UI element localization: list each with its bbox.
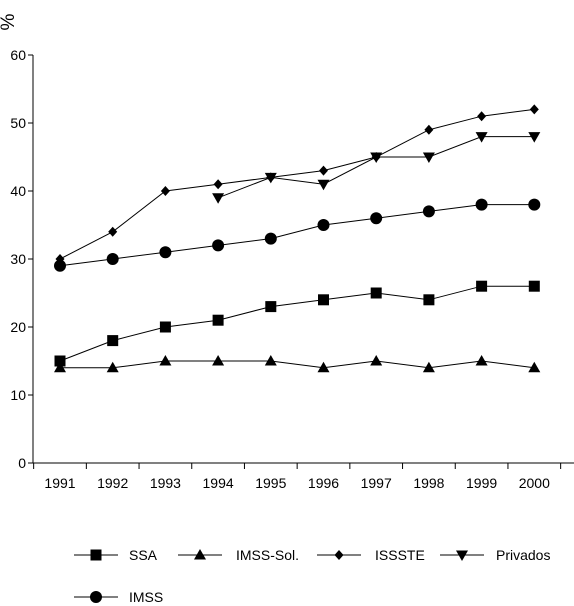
data-point-imss	[422, 205, 435, 218]
x-tick-label: 1996	[308, 475, 339, 491]
x-tick-label: 1993	[150, 475, 181, 491]
data-point-issste	[213, 179, 223, 190]
legend-label: SSA	[129, 547, 158, 563]
data-point-privados	[370, 152, 383, 163]
series-layer	[54, 104, 541, 373]
legend-marker-ssa	[90, 549, 102, 561]
series-line-imss	[59, 204, 535, 267]
y-tick-label: 50	[10, 115, 26, 131]
data-point-imss	[528, 198, 541, 211]
data-point-issste	[424, 124, 434, 135]
data-point-ssa	[54, 355, 66, 367]
series-issste	[55, 104, 539, 264]
y-tick-label: 0	[18, 455, 26, 471]
x-tick-label: 1998	[413, 475, 444, 491]
x-tick-label: 1992	[97, 475, 128, 491]
x-tick-label: 1997	[361, 475, 392, 491]
legend-label: ISSSTE	[375, 547, 425, 563]
legend-item-privados: Privados	[440, 547, 550, 563]
y-tick-label: 60	[10, 47, 26, 63]
y-tick-label: 20	[10, 319, 26, 335]
x-tick-label: 1991	[44, 475, 75, 491]
data-point-privados	[317, 179, 330, 191]
data-point-imss	[475, 198, 488, 211]
data-point-ssa	[318, 294, 329, 306]
data-point-imss-sol	[317, 361, 330, 373]
data-point-imss-sol	[528, 361, 541, 373]
y-tick-label: 30	[10, 251, 26, 267]
data-point-imss-sol	[475, 355, 488, 366]
data-point-issste	[160, 186, 170, 196]
y-tick-label: 40	[10, 183, 26, 199]
legend: SSA IMSS-Sol. ISSSTE Privados IMSS	[74, 547, 550, 605]
series-line-imss-sol	[60, 360, 535, 369]
x-tick-label: 2000	[519, 475, 550, 491]
data-point-ssa	[212, 314, 224, 326]
y-tick-label: 10	[10, 387, 26, 403]
data-point-imss-sol	[422, 361, 435, 373]
data-point-imss	[317, 219, 330, 231]
data-point-imss	[264, 232, 277, 245]
legend-item-imss: IMSS	[74, 589, 163, 605]
legend-label: IMSS	[129, 589, 163, 605]
x-axis-ticks: 1991 1992 1993 1994 1995 1996 1997 1998 1999 2000	[33, 463, 562, 491]
data-point-imss	[212, 239, 225, 252]
data-point-privados	[422, 152, 435, 163]
data-point-imss-sol	[159, 355, 172, 366]
data-point-imss-sol	[212, 355, 225, 366]
data-point-issste	[319, 165, 328, 176]
data-point-imss	[54, 259, 66, 272]
legend-item-imss-sol: IMSS-Sol.	[178, 547, 299, 563]
series-line-ssa	[59, 285, 535, 362]
legend-marker-imss	[90, 591, 102, 603]
data-point-privados	[475, 132, 488, 143]
data-point-ssa	[476, 280, 488, 292]
data-point-imss-sol	[106, 361, 119, 373]
data-point-ssa	[265, 301, 277, 313]
series-privados	[212, 132, 541, 204]
y-axis-unit-label: %	[0, 13, 19, 30]
series-line-privados	[217, 136, 535, 199]
data-point-imss	[159, 246, 172, 259]
data-point-privados	[528, 132, 541, 143]
data-point-ssa	[528, 280, 540, 292]
data-point-imss-sol	[54, 361, 66, 373]
x-tick-label: 1999	[466, 475, 497, 491]
legend-item-issste: ISSSTE	[317, 547, 425, 563]
series-line-issste	[59, 108, 535, 260]
data-point-imss-sol	[370, 355, 383, 366]
data-point-issste	[477, 111, 487, 122]
x-tick-label: 1995	[255, 475, 286, 491]
legend-marker-privados	[456, 550, 468, 561]
series-imss-sol	[54, 355, 541, 373]
x-tick-label: 1994	[203, 475, 234, 491]
data-point-privados	[264, 172, 277, 184]
data-point-ssa	[159, 321, 171, 333]
data-point-privados	[212, 193, 225, 204]
legend-label: Privados	[496, 547, 550, 563]
data-point-issste	[108, 226, 118, 237]
series-imss	[54, 198, 541, 272]
legend-label: IMSS-Sol.	[236, 547, 299, 563]
data-point-issste	[529, 104, 539, 115]
data-point-imss-sol	[264, 355, 277, 366]
data-point-imss	[370, 212, 383, 225]
y-axis-ticks: 0 10 20 30 40 50 60	[10, 47, 33, 471]
series-ssa	[54, 280, 540, 367]
data-point-ssa	[423, 294, 435, 306]
data-point-ssa	[107, 335, 119, 347]
legend-item-ssa: SSA	[74, 547, 158, 563]
data-point-imss	[106, 253, 119, 265]
data-point-ssa	[370, 287, 382, 299]
legend-marker-imss-sol	[194, 549, 206, 560]
legend-marker-issste	[334, 550, 344, 560]
